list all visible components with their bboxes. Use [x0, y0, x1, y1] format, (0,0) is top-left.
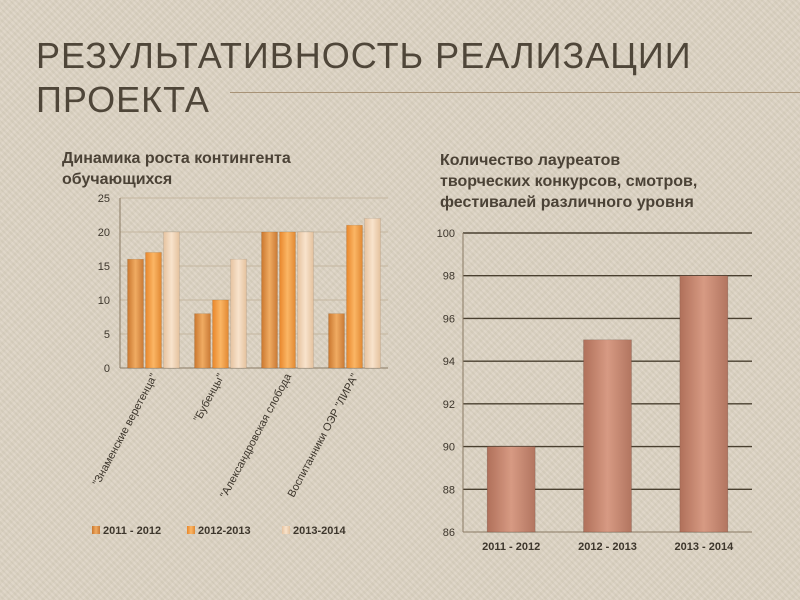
bar-1-1: [127, 258, 144, 369]
y-tick-label: 90: [443, 442, 455, 454]
title-divider: [230, 92, 800, 93]
x-category-label: Воспитанники ОЭР "ЛИРА": [286, 372, 361, 500]
bar-1: [486, 446, 536, 533]
legend-swatch-3: [282, 526, 290, 534]
x-category-label: "Бубенцы": [192, 372, 228, 425]
y-tick-label: 88: [443, 484, 455, 496]
slide-title: РЕЗУЛЬТАТИВНОСТЬ РЕАЛИЗАЦИИ ПРОЕКТА: [36, 35, 692, 120]
bar-1-4: [328, 313, 345, 369]
bar-3: [679, 275, 729, 533]
y-tick-label: 100: [437, 228, 455, 240]
bar-2-2: [212, 299, 229, 369]
x-category-label: "Александровская слобода: [218, 371, 294, 500]
y-tick-label: 25: [98, 193, 110, 205]
y-tick-label: 96: [443, 313, 455, 325]
right-chart-title: Количество лауреатов творческих конкурсо…: [440, 152, 698, 211]
y-tick-label: 0: [104, 363, 110, 375]
legend-swatch-2: [187, 526, 195, 534]
right-chart: 86 88 90 92 94 96 98 100 2011 - 2012 2012 - 2013 2…: [437, 228, 752, 553]
bar-2-1: [145, 252, 162, 369]
legend-label-1: 2011 - 2012: [103, 525, 161, 537]
bar-3-1: [163, 231, 180, 369]
left-chart-title: Динамика роста контингента обучающихся: [62, 150, 291, 188]
x-category-label: "Знаменские веретенца": [91, 372, 160, 488]
bar-2-4: [346, 224, 363, 369]
y-tick-label: 10: [98, 295, 110, 307]
y-tick-label: 98: [443, 271, 455, 283]
bar-3-4: [364, 218, 381, 369]
y-tick-label: 86: [443, 527, 455, 539]
bar-2-3: [279, 231, 296, 369]
legend-label-3: 2013-2014: [293, 525, 346, 537]
legend-label-2: 2012-2013: [198, 525, 251, 537]
bar-1-3: [261, 231, 278, 369]
y-tick-label: 94: [443, 356, 455, 368]
y-tick-label: 5: [104, 329, 110, 341]
bar-3-3: [297, 231, 314, 369]
left-chart: 0 5 10 15 20 25 "Знаменские веретенца" "Бубенцы…: [91, 193, 388, 537]
legend-swatch-1: [92, 526, 100, 534]
bar-1-2: [194, 313, 211, 369]
x-category-label: 2012 - 2013: [578, 541, 637, 553]
y-tick-label: 15: [98, 261, 110, 273]
x-category-label: 2011 - 2012: [482, 541, 540, 553]
y-tick-label: 92: [443, 399, 455, 411]
y-tick-label: 20: [98, 227, 110, 239]
bar-3-2: [230, 258, 247, 369]
x-category-label: 2013 - 2014: [674, 541, 734, 553]
bar-2: [583, 339, 632, 533]
